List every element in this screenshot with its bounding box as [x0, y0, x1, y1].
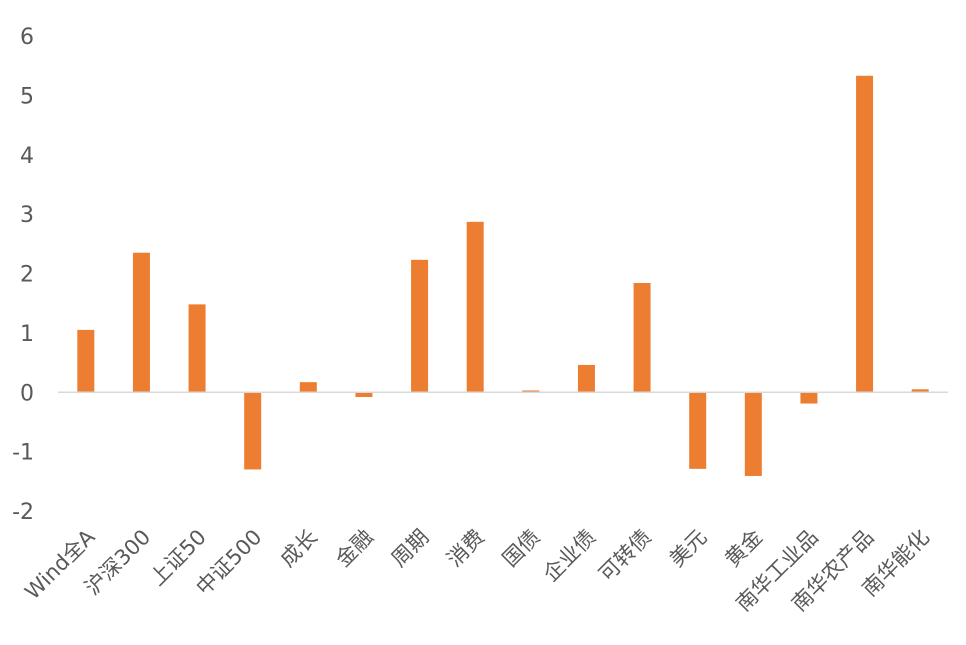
bar: [633, 283, 651, 393]
bar: [466, 221, 484, 393]
bar: [577, 364, 595, 393]
x-tick-label: 周期: [387, 525, 434, 572]
bar: [800, 392, 818, 404]
y-tick-label: 6: [20, 25, 34, 50]
x-tick-label: 国债: [498, 525, 545, 572]
bar: [411, 259, 429, 393]
bar: [299, 382, 317, 393]
bars: [77, 75, 929, 476]
bar: [689, 392, 707, 469]
x-tick-label: 消费: [442, 525, 489, 572]
x-tick-label: Wind全A: [20, 524, 100, 604]
y-tick-label: 1: [20, 322, 34, 347]
x-tick-label: 美元: [665, 525, 712, 572]
x-tick-label: 黄金: [720, 525, 767, 572]
y-tick-label: -2: [12, 500, 34, 525]
bar: [244, 392, 262, 470]
x-tick-label: 可转债: [594, 525, 656, 587]
bar: [77, 329, 95, 393]
bar: [911, 389, 929, 393]
bar: [355, 392, 373, 397]
y-tick-label: 5: [20, 84, 34, 109]
x-tick-label: 成长: [275, 525, 322, 572]
x-tick-label: 企业债: [539, 525, 601, 587]
bar: [188, 304, 206, 393]
bar: [856, 75, 874, 393]
y-axis-tick-labels: -2 -1 0 1 2 3 4 5 6: [12, 25, 34, 525]
bar: [132, 252, 150, 393]
x-tick-label: 金融: [331, 525, 378, 572]
y-tick-label: 4: [20, 144, 34, 169]
y-tick-label: 2: [20, 263, 34, 288]
y-tick-label: 0: [20, 381, 34, 406]
bar: [744, 392, 762, 476]
bar: [522, 390, 540, 393]
y-tick-label: 3: [20, 203, 34, 228]
y-tick-label: -1: [12, 441, 34, 466]
